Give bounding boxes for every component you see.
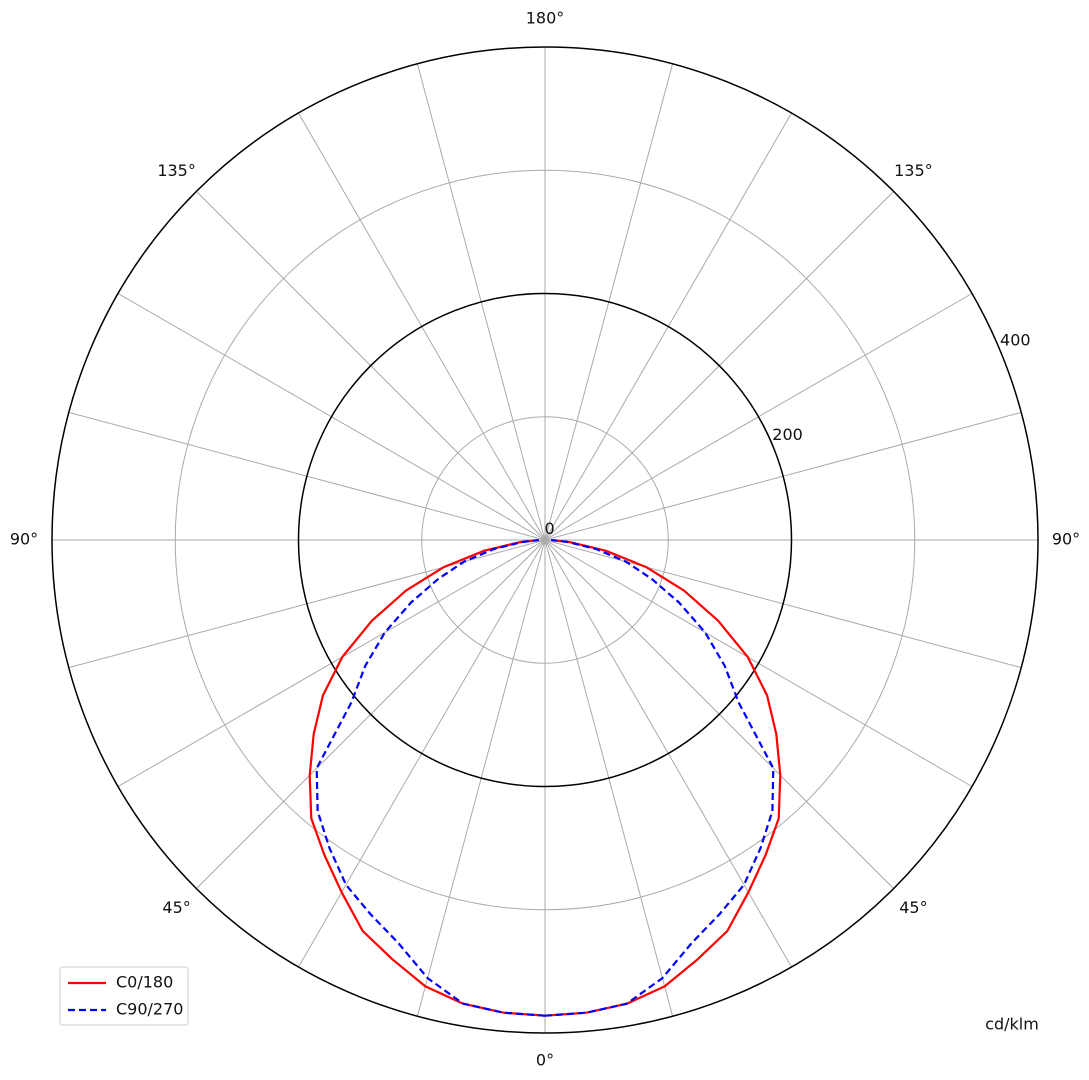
- r-grid-circle: [421, 416, 669, 664]
- series-line: [315, 538, 546, 1017]
- theta-tick-label: 0°: [536, 1051, 554, 1070]
- theta-tick-label: 135°: [157, 161, 196, 180]
- legend: C0/180 C90/270: [59, 966, 189, 1026]
- series-line: [544, 538, 782, 1017]
- theta-tick-label: 90°: [1052, 530, 1080, 549]
- r-tick-label: 0: [545, 519, 555, 538]
- theta-tick-label: 90°: [10, 530, 38, 549]
- legend-label: C0/180: [116, 973, 173, 992]
- r-tick-label: 200: [772, 425, 803, 444]
- theta-tick-label: 135°: [894, 161, 933, 180]
- legend-label: C90/270: [116, 1000, 183, 1019]
- series-line: [308, 538, 546, 1017]
- r-grid-circle: [174, 169, 916, 911]
- r-tick-label: 400: [1000, 331, 1031, 350]
- unit-label: cd/klm: [985, 1015, 1039, 1034]
- series-line: [544, 538, 775, 1017]
- theta-tick-label: 45°: [899, 898, 927, 917]
- theta-tick-label: 45°: [162, 898, 190, 917]
- theta-tick-label: 180°: [526, 9, 565, 28]
- r-grid-circle: [297, 292, 793, 788]
- r-grid-circle: [51, 46, 1039, 1034]
